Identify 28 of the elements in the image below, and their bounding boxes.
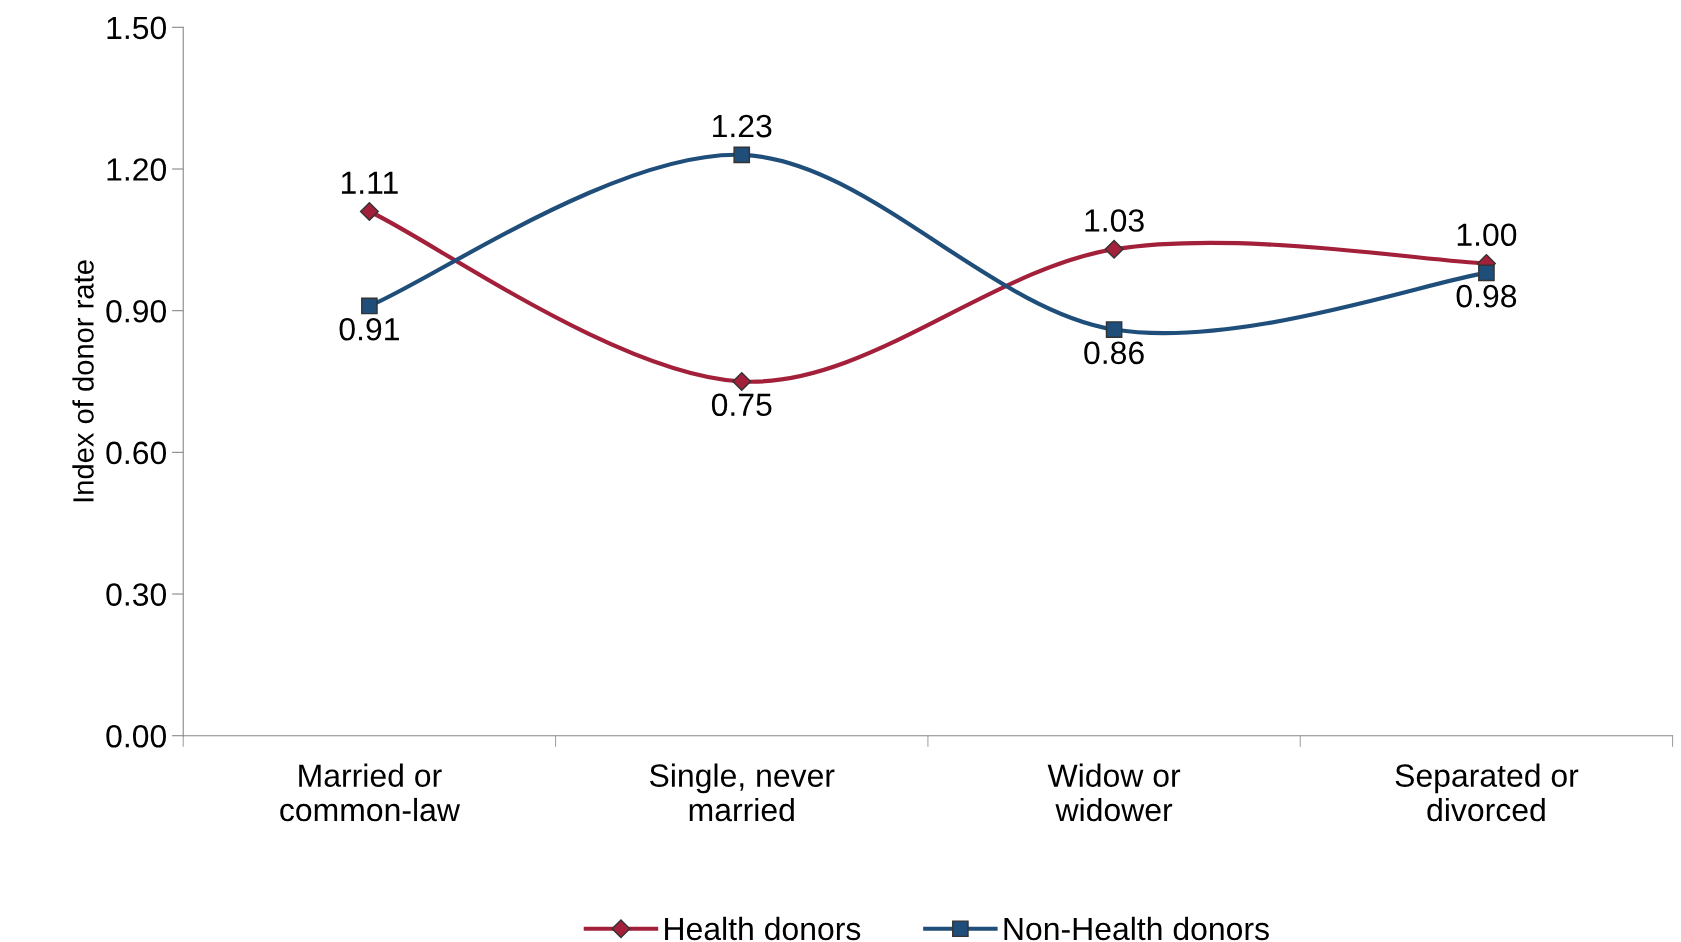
point [361,297,378,315]
data-label: 0.91 [339,317,399,341]
point [732,371,752,392]
x-tick-label: Separated or divorced [1395,763,1579,822]
data-label: 1.23 [713,114,772,138]
data-label: 1.11 [341,171,398,194]
point [1478,264,1495,282]
data-label: 1.00 [1457,223,1517,247]
point [733,146,751,164]
y-tick-label: 0.60 [106,441,167,465]
point [1104,239,1124,259]
x-tick-label: Single, never married [649,763,835,822]
y-axis-title: Index of donor rate [72,260,94,502]
data-label: 0.98 [1456,284,1517,308]
y-tick-label: 1.50 [107,16,167,40]
point [1105,321,1123,338]
point [359,201,379,222]
data-label: 0.75 [711,393,772,417]
x-tick-label: Widow or widower [1047,763,1181,822]
x-tick-label: Married or common-law [280,763,461,822]
legend-label: Health donors [665,916,861,941]
y-tick-label: 0.00 [106,724,167,748]
data-label: 0.86 [1084,341,1144,365]
legend-label: Non-Health donors [1004,916,1269,941]
y-tick-label: 0.30 [106,583,167,606]
data-label: 1.03 [1085,209,1144,232]
y-tick-label: 1.20 [107,158,167,181]
y-tick-label: 0.90 [106,299,167,323]
